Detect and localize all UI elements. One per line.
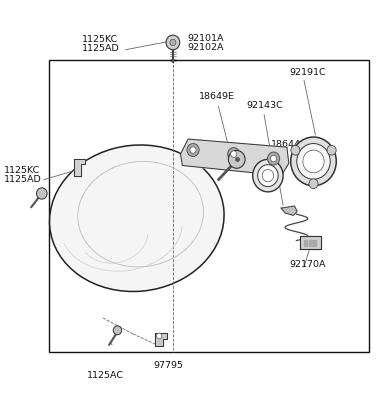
Circle shape [231, 151, 237, 158]
Text: 1125AD: 1125AD [4, 174, 41, 183]
Ellipse shape [49, 146, 224, 292]
Text: 92143C: 92143C [246, 101, 283, 110]
Circle shape [166, 36, 180, 51]
Circle shape [268, 153, 280, 166]
Circle shape [187, 144, 199, 157]
Polygon shape [313, 240, 316, 247]
Polygon shape [281, 207, 297, 216]
Circle shape [291, 138, 336, 186]
Circle shape [258, 165, 278, 187]
Polygon shape [74, 160, 85, 176]
Polygon shape [304, 240, 307, 247]
Circle shape [297, 144, 330, 180]
Circle shape [36, 188, 47, 200]
Polygon shape [300, 236, 321, 249]
Text: 92170A: 92170A [290, 259, 326, 268]
Polygon shape [180, 140, 289, 176]
Circle shape [309, 179, 318, 189]
Circle shape [157, 333, 162, 339]
Circle shape [170, 40, 176, 47]
Bar [49, 61, 369, 352]
Text: 1125AD: 1125AD [82, 44, 119, 53]
Text: 18649E: 18649E [199, 92, 234, 100]
Polygon shape [155, 333, 167, 346]
Circle shape [228, 151, 245, 169]
Circle shape [327, 146, 336, 156]
Circle shape [271, 156, 277, 162]
Circle shape [291, 146, 300, 156]
Circle shape [228, 148, 240, 161]
Polygon shape [309, 240, 312, 247]
Text: 18644E: 18644E [271, 140, 307, 149]
Circle shape [113, 326, 122, 335]
Circle shape [253, 160, 283, 192]
Text: 92102A: 92102A [188, 43, 224, 51]
Text: 97795: 97795 [153, 360, 183, 369]
Text: 1125AC: 1125AC [87, 371, 124, 379]
Circle shape [190, 147, 196, 154]
Circle shape [303, 151, 324, 173]
Text: 92191C: 92191C [290, 68, 326, 77]
Text: 1125KC: 1125KC [82, 35, 118, 44]
Text: 92101A: 92101A [188, 34, 224, 43]
Circle shape [262, 170, 274, 182]
Text: 1125KC: 1125KC [4, 165, 40, 174]
